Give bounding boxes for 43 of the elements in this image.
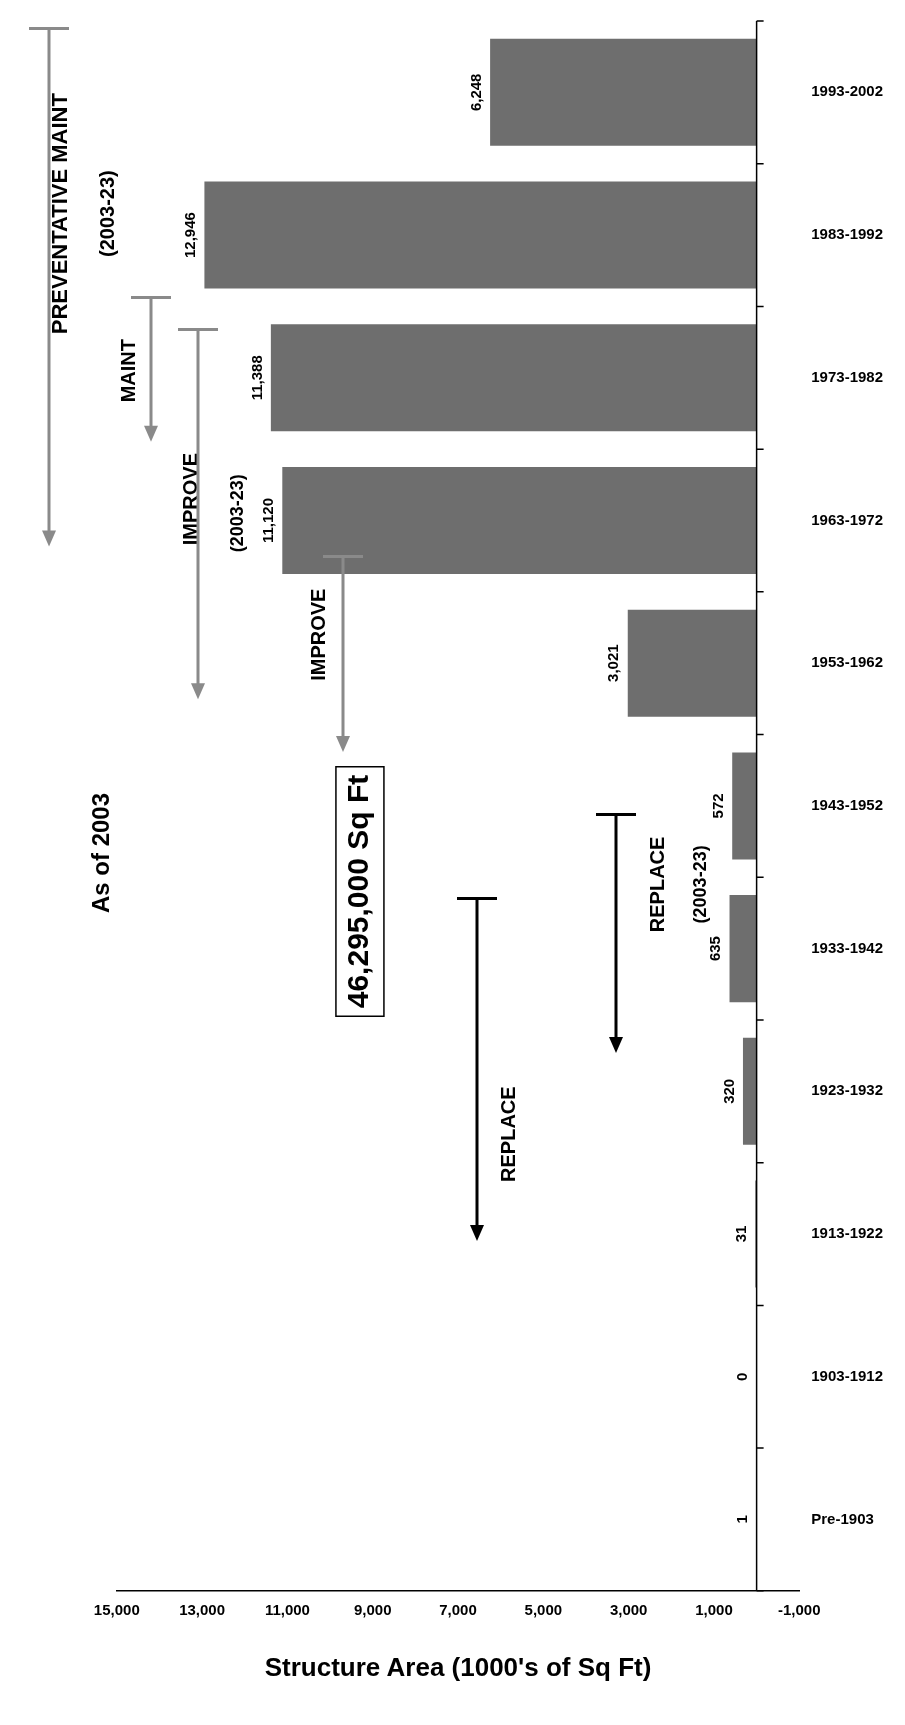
x-tick-label: 1,000: [695, 1600, 733, 1618]
y-tick-label: 1973-1982: [811, 367, 883, 385]
x-tick-label: -1,000: [777, 1600, 821, 1618]
data-label: 635: [706, 936, 724, 962]
data-label: 11,388: [247, 355, 265, 401]
x-tick-label: 7,000: [439, 1600, 477, 1618]
y-tick-label: 1913-1922: [811, 1224, 883, 1242]
annotation: REPLACE: [646, 836, 669, 933]
data-label: 11,120: [258, 497, 276, 544]
x-tick-label: 3,000: [609, 1600, 648, 1618]
data-label: 0: [733, 1372, 751, 1381]
y-tick-label: 1943-1952: [811, 796, 883, 814]
annotation: (2003-23): [690, 845, 711, 924]
data-label: 3,021: [604, 644, 622, 682]
y-tick-label: 1963-1972: [811, 510, 883, 528]
y-tick-label: 1993-2002: [811, 82, 883, 100]
data-label: 31: [731, 1225, 749, 1243]
data-label: 1: [733, 1515, 751, 1524]
data-label: 320: [719, 1078, 737, 1104]
y-tick-label: 1983-1992: [811, 225, 883, 243]
annotation: (2003-23): [227, 474, 248, 553]
data-label: 572: [708, 793, 726, 819]
annotation: REPLACE: [496, 1086, 519, 1182]
y-tick-label: 1953-1962: [811, 653, 883, 671]
x-tick-label: 11,000: [264, 1600, 310, 1618]
data-label: 12,946: [181, 212, 199, 259]
text: PREVENTATIVE MAINT: [47, 92, 73, 335]
annotation: (2003-23): [95, 170, 118, 258]
annotation: IMPROVE: [306, 588, 329, 681]
annotation: 46,295,000 Sq Ft: [341, 774, 375, 1009]
x-tick-label: 9,000: [353, 1600, 392, 1618]
x-tick-label: 15,000: [93, 1600, 140, 1618]
y-tick-label: 1923-1932: [811, 1081, 883, 1099]
y-tick-label: 1933-1942: [811, 938, 883, 956]
x-tick-label: 5,000: [524, 1600, 563, 1618]
y-tick-label: 1903-1912: [811, 1366, 883, 1384]
annotation: MAINT: [117, 338, 140, 403]
x-tick-label: 13,000: [179, 1600, 226, 1618]
y-tick-label: Pre-1903: [811, 1509, 874, 1527]
data-label: 6,248: [466, 73, 484, 112]
annotation: IMPROVE: [178, 452, 201, 546]
x-axis-title: Structure Area (1000's of Sq Ft): [264, 1651, 652, 1682]
text: As of 2003: [87, 792, 115, 914]
